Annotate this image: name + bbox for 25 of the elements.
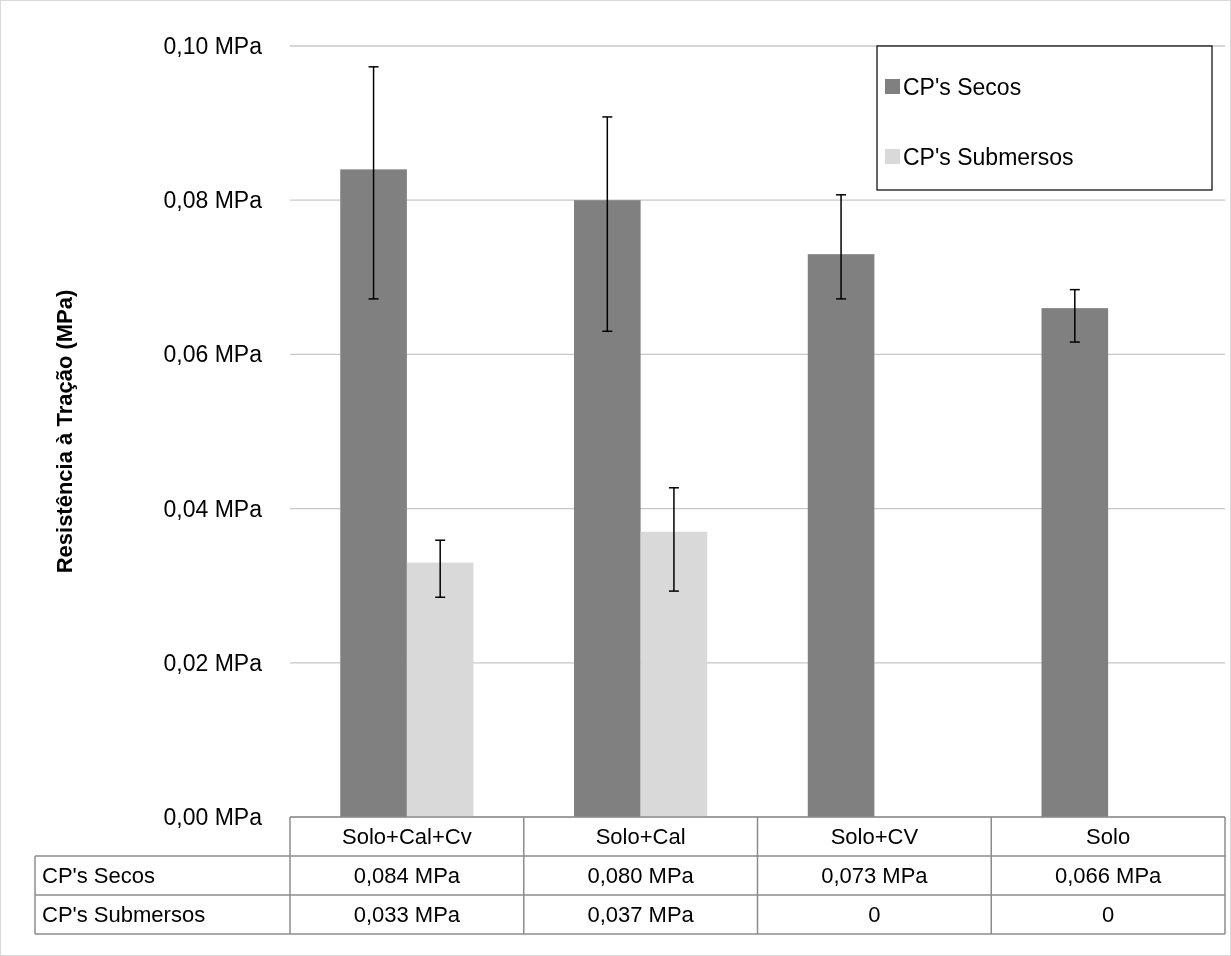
data-label: 0,066 MPa [1054,863,1163,889]
data-label: 0 [1102,902,1115,928]
y-tick-label: 0,06 MPa [163,341,263,368]
x-tick-label: Solo [1086,824,1131,850]
legend-label: CP's Secos [903,74,1022,101]
data-label: 0,080 MPa [587,863,695,889]
text: CP's Secos [42,863,156,889]
y-tick-label: 0,08 MPa [163,187,263,214]
data-label: 0,084 MPa [353,863,461,889]
text: CP's Submersos [42,902,206,928]
data-label: 0,033 MPa [353,902,461,928]
x-tick-label: Solo+CV [830,824,919,850]
data-label: 0,073 MPa [821,863,929,889]
y-tick-label: 0,00 MPa [163,804,263,831]
x-tick-label: Solo+Cal+Cv [342,824,472,850]
y-tick-label: 0,04 MPa [163,495,263,522]
y-axis-title: Resistência à Tração (MPa) [52,289,77,574]
x-tick-label: Solo+Cal [595,824,686,850]
legend-label: CP's Submersos [903,144,1074,171]
bar [640,531,708,817]
y-tick-label: 0,02 MPa [163,649,263,676]
y-tick-label: 0,10 MPa [163,33,263,60]
data-label: 0 [868,902,881,928]
bar [406,562,474,817]
data-label: 0,037 MPa [587,902,695,928]
